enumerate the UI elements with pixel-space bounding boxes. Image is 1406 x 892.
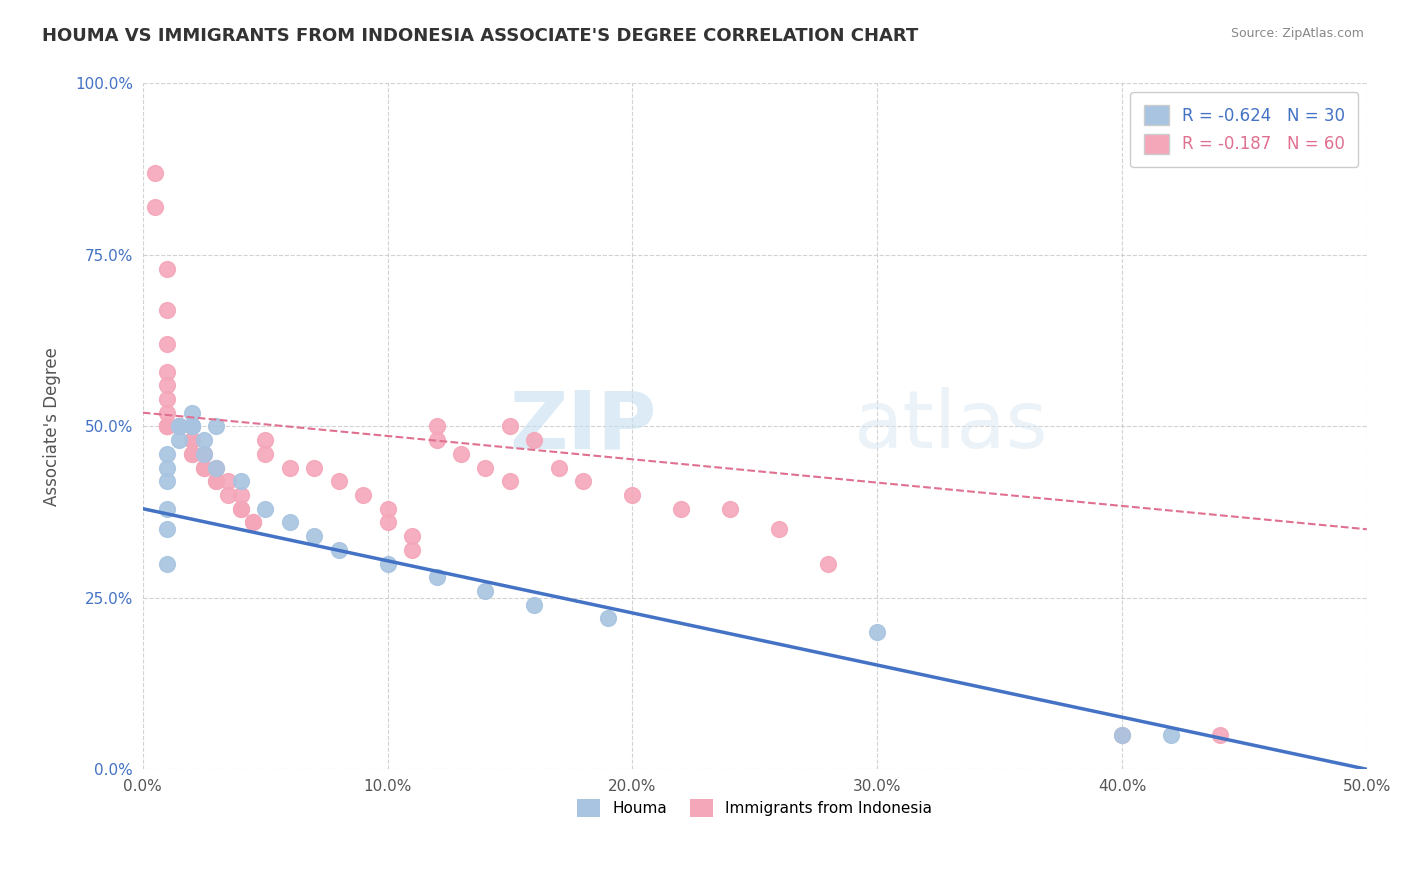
Point	[205, 475, 228, 489]
Point	[499, 419, 522, 434]
Point	[377, 557, 399, 571]
Point	[278, 460, 301, 475]
Point	[217, 475, 239, 489]
Point	[205, 419, 228, 434]
Point	[499, 475, 522, 489]
Point	[156, 475, 179, 489]
Point	[205, 460, 228, 475]
Point	[180, 406, 202, 420]
Point	[169, 419, 191, 434]
Legend: Houma, Immigrants from Indonesia: Houma, Immigrants from Indonesia	[571, 792, 938, 823]
Point	[572, 475, 595, 489]
Point	[193, 460, 215, 475]
Point	[229, 488, 252, 502]
Point	[1209, 728, 1232, 742]
Point	[425, 570, 447, 584]
Point	[156, 261, 179, 276]
Point	[401, 542, 423, 557]
Text: HOUMA VS IMMIGRANTS FROM INDONESIA ASSOCIATE'S DEGREE CORRELATION CHART: HOUMA VS IMMIGRANTS FROM INDONESIA ASSOC…	[42, 27, 918, 45]
Point	[523, 433, 546, 447]
Point	[242, 516, 264, 530]
Point	[474, 584, 496, 599]
Point	[596, 611, 619, 625]
Point	[193, 447, 215, 461]
Point	[180, 419, 202, 434]
Point	[205, 475, 228, 489]
Text: Source: ZipAtlas.com: Source: ZipAtlas.com	[1230, 27, 1364, 40]
Point	[193, 460, 215, 475]
Point	[352, 488, 374, 502]
Text: ZIP: ZIP	[509, 387, 657, 466]
Point	[278, 516, 301, 530]
Point	[450, 447, 472, 461]
Point	[156, 460, 179, 475]
Point	[302, 529, 325, 543]
Point	[156, 501, 179, 516]
Point	[242, 516, 264, 530]
Y-axis label: Associate's Degree: Associate's Degree	[44, 347, 60, 506]
Point	[621, 488, 644, 502]
Point	[866, 625, 889, 640]
Point	[254, 433, 277, 447]
Point	[169, 419, 191, 434]
Point	[156, 419, 179, 434]
Point	[156, 419, 179, 434]
Point	[156, 337, 179, 351]
Point	[156, 522, 179, 536]
Point	[254, 501, 277, 516]
Point	[671, 501, 693, 516]
Point	[180, 433, 202, 447]
Point	[768, 522, 790, 536]
Point	[1111, 728, 1133, 742]
Point	[156, 392, 179, 406]
Point	[180, 447, 202, 461]
Point	[180, 419, 202, 434]
Point	[425, 433, 447, 447]
Point	[548, 460, 571, 475]
Point	[377, 516, 399, 530]
Point	[180, 433, 202, 447]
Point	[205, 460, 228, 475]
Point	[156, 419, 179, 434]
Point	[229, 501, 252, 516]
Point	[156, 378, 179, 392]
Point	[523, 598, 546, 612]
Point	[817, 557, 839, 571]
Point	[156, 419, 179, 434]
Point	[254, 447, 277, 461]
Point	[425, 419, 447, 434]
Point	[169, 419, 191, 434]
Point	[1111, 728, 1133, 742]
Point	[328, 475, 350, 489]
Point	[229, 475, 252, 489]
Text: atlas: atlas	[852, 387, 1047, 466]
Point	[143, 166, 166, 180]
Point	[156, 302, 179, 317]
Point	[180, 419, 202, 434]
Point	[156, 447, 179, 461]
Point	[193, 447, 215, 461]
Point	[169, 419, 191, 434]
Point	[401, 529, 423, 543]
Point	[169, 419, 191, 434]
Point	[180, 419, 202, 434]
Point	[377, 501, 399, 516]
Point	[169, 433, 191, 447]
Point	[193, 433, 215, 447]
Point	[180, 447, 202, 461]
Point	[1160, 728, 1182, 742]
Point	[328, 542, 350, 557]
Point	[217, 488, 239, 502]
Point	[156, 364, 179, 378]
Point	[229, 501, 252, 516]
Point	[718, 501, 741, 516]
Point	[302, 460, 325, 475]
Point	[156, 557, 179, 571]
Point	[156, 406, 179, 420]
Point	[143, 200, 166, 214]
Point	[474, 460, 496, 475]
